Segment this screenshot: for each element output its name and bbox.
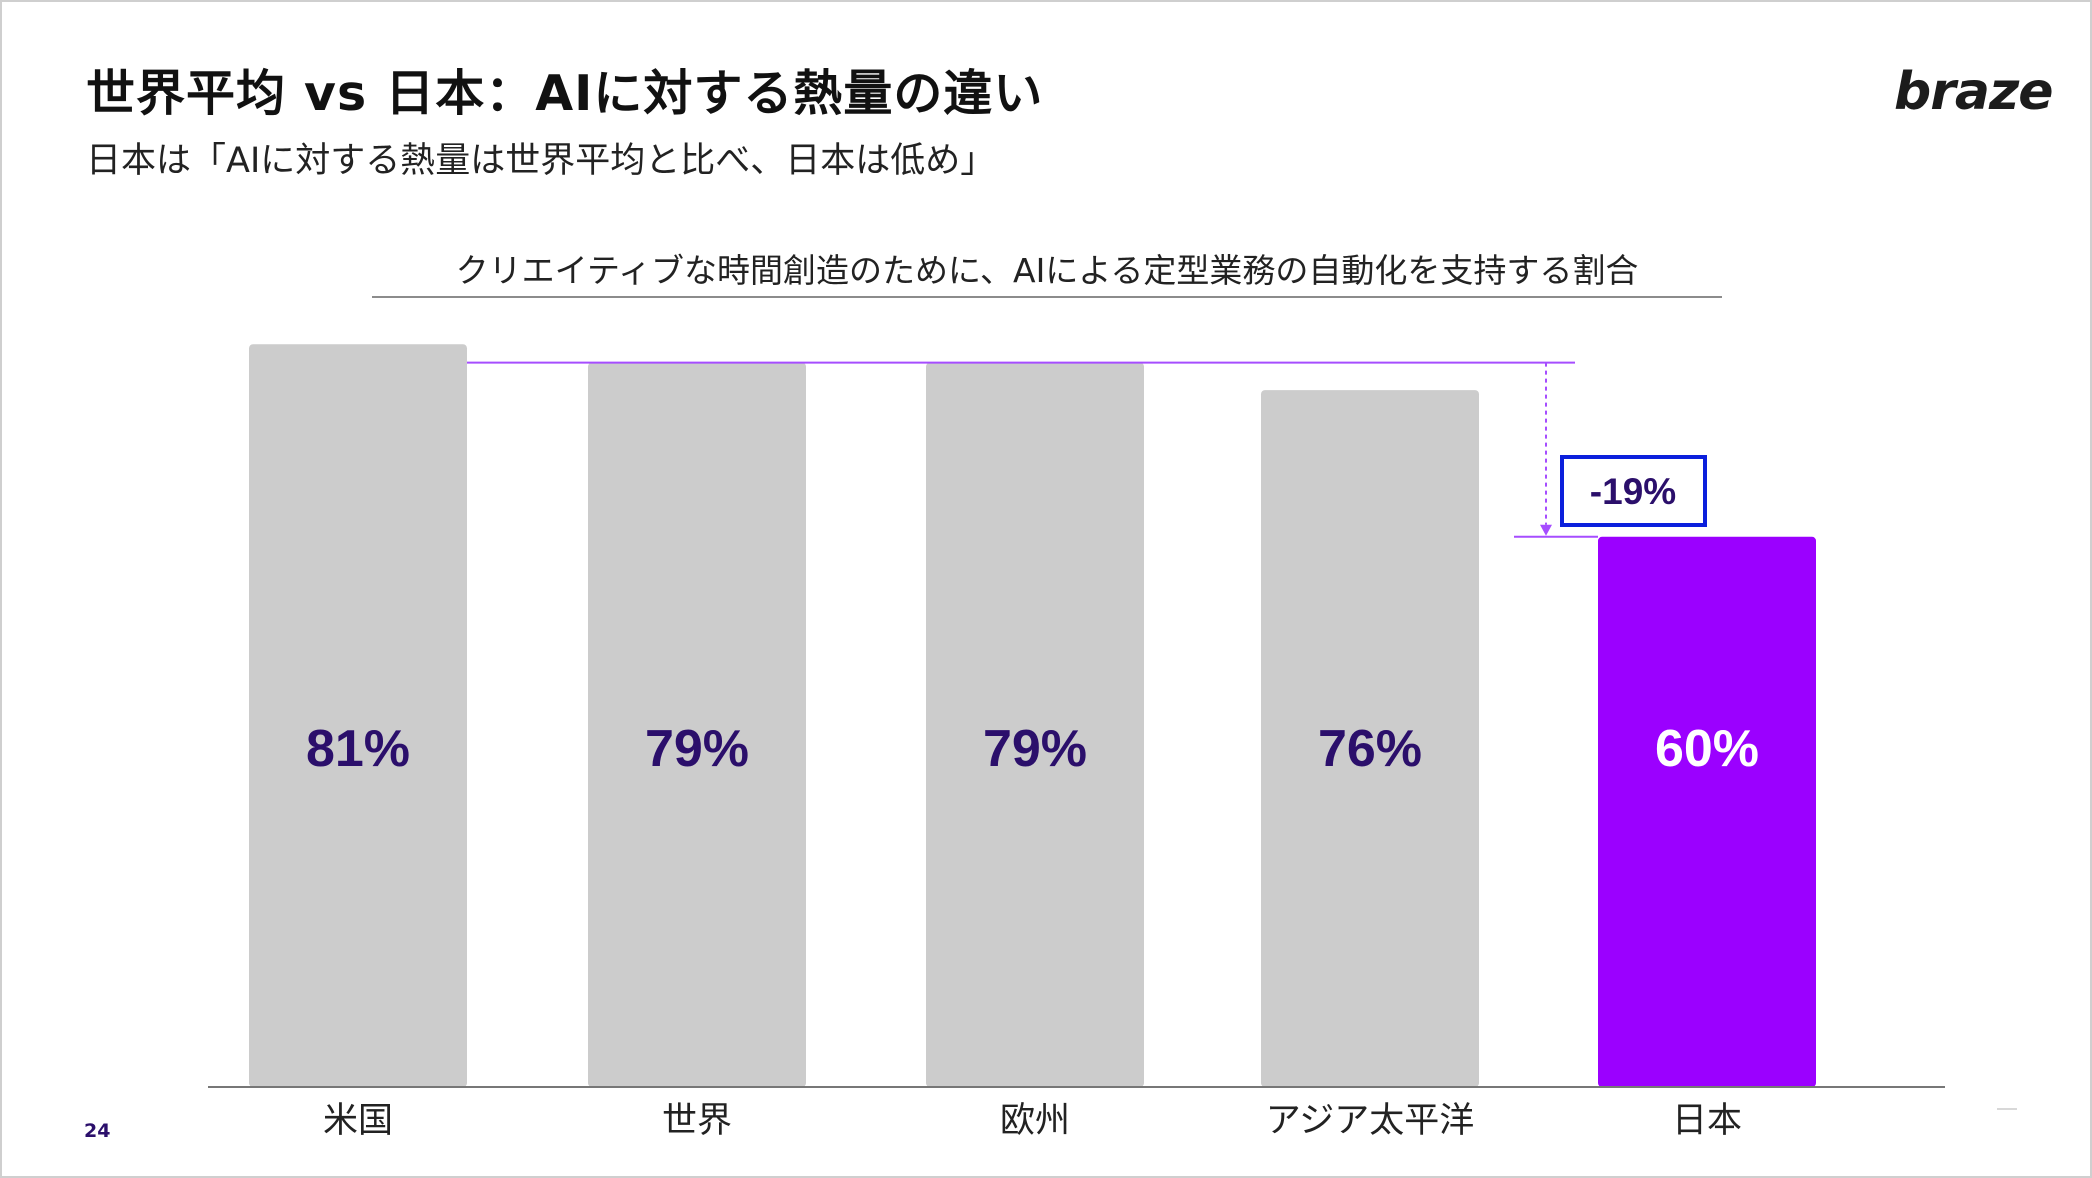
page-number: 24 [84, 1120, 111, 1142]
difference-callout-box [1560, 455, 1707, 527]
page-subtitle: 日本は「AIに対する熱量は世界平均と比べ、日本は低め」 [86, 141, 996, 181]
bar-value-label: 76% [1318, 720, 1422, 778]
braze-logo: braze [1894, 62, 2053, 122]
bar-value-label: 79% [645, 720, 749, 778]
chart-title-underline [372, 296, 1722, 298]
bar-2 [926, 362, 1144, 1087]
category-label: 世界 [662, 1101, 732, 1141]
bar-value-label: 60% [1655, 720, 1759, 778]
chart-title: クリエイティブな時間創造のために、AIによる定型業務の自動化を支持する割合 [455, 251, 1639, 290]
bar-value-label: 79% [983, 720, 1087, 778]
category-label: 欧州 [1000, 1101, 1070, 1141]
bar-3 [1261, 390, 1479, 1088]
category-label: アジア太平洋 [1266, 1101, 1475, 1141]
bar-4 [1598, 536, 1816, 1087]
page-title: 世界平均 vs 日本：AIに対する熱量の違い [86, 65, 1044, 122]
difference-arrow-head [1540, 524, 1552, 536]
footer-divider [1997, 1108, 2017, 1110]
category-label: 日本 [1672, 1101, 1742, 1141]
bar-value-label: 81% [306, 720, 410, 778]
bar-1 [588, 362, 806, 1087]
category-label: 米国 [323, 1101, 393, 1141]
bar-0 [249, 344, 467, 1088]
difference-callout-label: -19% [1590, 471, 1676, 512]
